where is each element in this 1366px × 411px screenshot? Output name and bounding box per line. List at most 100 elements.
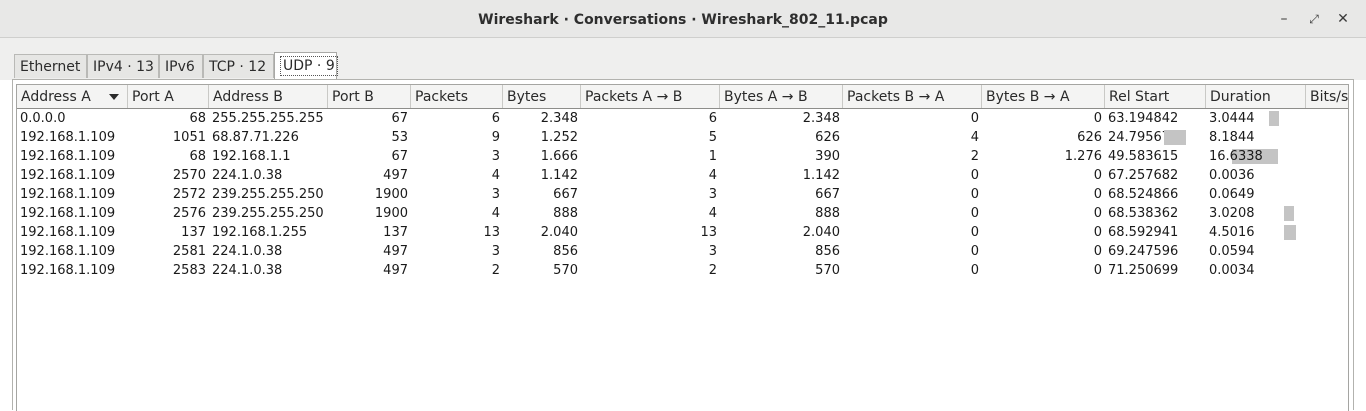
cell-bytes-a-b: 2.040 bbox=[720, 223, 843, 242]
cell-duration: 0.0649 bbox=[1206, 185, 1306, 204]
cell-packets: 4 bbox=[411, 204, 503, 223]
cell-bytes-b-a: 0 bbox=[982, 223, 1105, 242]
cell-bytes-a-b: 390 bbox=[720, 147, 843, 166]
cell-address-b-text: 239.255.255.250 bbox=[212, 187, 324, 202]
column-header-bytes-a-b[interactable]: Bytes A → B bbox=[720, 85, 843, 108]
cell-rel-start-text: 49.583615 bbox=[1108, 149, 1179, 164]
cell-bytes-b-a: 0 bbox=[982, 261, 1105, 280]
tab-udp[interactable]: UDP · 9 bbox=[274, 52, 338, 80]
cell-rel-start-text: 68.538362 bbox=[1108, 206, 1179, 221]
table-row[interactable]: 192.168.1.109 1051 68.87.71.226 53 9 1.252 5 62… bbox=[17, 128, 1348, 147]
cell-port-a: 2570 bbox=[128, 166, 209, 185]
cell-port-a: 68 bbox=[128, 147, 209, 166]
tab-tcp[interactable]: TCP · 12 bbox=[203, 54, 274, 78]
cell-bytes: 2.348 bbox=[503, 109, 581, 128]
cell-packets: 3 bbox=[411, 185, 503, 204]
cell-rel-start: 71.250699 bbox=[1105, 261, 1206, 280]
table-row[interactable]: 192.168.1.109 137 192.168.1.255 137 13 2.040 1… bbox=[17, 223, 1348, 242]
cell-packets-a-b: 3 bbox=[581, 185, 720, 204]
cell-address-b-text: 192.168.1.255 bbox=[212, 225, 308, 240]
table-row[interactable]: 0.0.0.0 68 255.255.255.255 67 6 2.348 6 2.348 0 0… bbox=[17, 109, 1348, 128]
column-header-port-b[interactable]: Port B bbox=[328, 85, 411, 108]
cell-packets: 9 bbox=[411, 128, 503, 147]
cell-port-a: 2581 bbox=[128, 242, 209, 261]
table-row[interactable]: 192.168.1.109 2570 224.1.0.38 497 4 1.142 4 1.1… bbox=[17, 166, 1348, 185]
column-header-duration[interactable]: Duration bbox=[1206, 85, 1306, 108]
conversation-panel: Address A Port A Address B Port B Packet… bbox=[12, 79, 1354, 411]
cell-address-a: 192.168.1.109 bbox=[17, 166, 128, 185]
cell-address-a-text: 192.168.1.109 bbox=[20, 187, 116, 202]
tab-ipv4[interactable]: IPv4 · 13 bbox=[87, 54, 159, 78]
cell-port-b-text: 137 bbox=[383, 225, 408, 240]
cell-port-b: 497 bbox=[328, 166, 411, 185]
cell-packets-a-b-text: 4 bbox=[708, 206, 717, 221]
table-row[interactable]: 192.168.1.109 2576 239.255.255.250 1900 4 888… bbox=[17, 204, 1348, 223]
column-header-packets[interactable]: Packets bbox=[411, 85, 503, 108]
cell-address-b-text: 192.168.1.1 bbox=[212, 149, 291, 164]
cell-address-b-text: 224.1.0.38 bbox=[212, 168, 283, 183]
table-row[interactable]: 192.168.1.109 2572 239.255.255.250 1900 3 667… bbox=[17, 185, 1348, 204]
cell-rel-start: 63.194842 bbox=[1105, 109, 1206, 128]
cell-address-b: 224.1.0.38 bbox=[209, 242, 328, 261]
table-row[interactable]: 192.168.1.109 68 192.168.1.1 67 3 1.666 1 390 2 1… bbox=[17, 147, 1348, 166]
sort-descending-icon bbox=[109, 94, 119, 100]
cell-address-b: 192.168.1.1 bbox=[209, 147, 328, 166]
column-header-port-a[interactable]: Port A bbox=[128, 85, 209, 108]
cell-port-b-text: 497 bbox=[383, 263, 408, 278]
table-row[interactable]: 192.168.1.109 2581 224.1.0.38 497 3 856 3 856 0 0… bbox=[17, 242, 1348, 261]
cell-port-a-text: 2572 bbox=[172, 187, 206, 202]
cell-packets-a-b: 4 bbox=[581, 166, 720, 185]
tab-label: TCP · 12 bbox=[209, 59, 267, 75]
cell-address-a: 192.168.1.109 bbox=[17, 223, 128, 242]
cell-packets: 6 bbox=[411, 109, 503, 128]
cell-port-a-text: 68 bbox=[189, 149, 206, 164]
column-header-packets-a-b[interactable]: Packets A → B bbox=[581, 85, 720, 108]
cell-packets-a-b-text: 2 bbox=[708, 263, 717, 278]
cell-packets-a-b-text: 5 bbox=[708, 130, 717, 145]
column-header-address-b[interactable]: Address B bbox=[209, 85, 328, 108]
minimize-icon[interactable]: – bbox=[1280, 11, 1288, 27]
column-header-bytes-b-a[interactable]: Bytes B → A bbox=[982, 85, 1105, 108]
cell-packets-a-b-text: 3 bbox=[708, 187, 717, 202]
cell-rel-start: 67.257682 bbox=[1105, 166, 1206, 185]
cell-packets-a-b: 4 bbox=[581, 204, 720, 223]
tab-ipv6[interactable]: IPv6 bbox=[159, 54, 203, 78]
cell-port-b: 67 bbox=[328, 109, 411, 128]
cell-rel-start: 68.538362 bbox=[1105, 204, 1206, 223]
window-titlebar: Wireshark · Conversations · Wireshark_80… bbox=[0, 0, 1366, 38]
cell-rel-start-text: 68.592941 bbox=[1108, 225, 1179, 240]
column-header-packets-b-a[interactable]: Packets B → A bbox=[843, 85, 982, 108]
cell-packets-text: 4 bbox=[491, 206, 500, 221]
tab-ethernet[interactable]: Ethernet bbox=[14, 54, 87, 78]
cell-address-a: 192.168.1.109 bbox=[17, 147, 128, 166]
conversation-table[interactable]: Address A Port A Address B Port B Packet… bbox=[16, 84, 1349, 411]
restore-icon[interactable]: ⤢ bbox=[1309, 12, 1319, 26]
cell-packets-b-a-text: 0 bbox=[970, 244, 979, 259]
cell-address-b: 192.168.1.255 bbox=[209, 223, 328, 242]
column-header-bytes[interactable]: Bytes bbox=[503, 85, 581, 108]
cell-bytes-b-a: 0 bbox=[982, 242, 1105, 261]
column-header-address-a[interactable]: Address A bbox=[17, 85, 128, 108]
cell-port-b: 1900 bbox=[328, 204, 411, 223]
close-icon[interactable]: ✕ bbox=[1337, 11, 1349, 27]
cell-port-b: 497 bbox=[328, 242, 411, 261]
cell-packets: 13 bbox=[411, 223, 503, 242]
cell-bytes: 2.040 bbox=[503, 223, 581, 242]
column-header-rel-start[interactable]: Rel Start bbox=[1105, 85, 1206, 108]
cell-packets-text: 3 bbox=[491, 244, 500, 259]
cell-duration-text: 8.1844 bbox=[1209, 130, 1255, 145]
cell-bytes-a-b-text: 1.142 bbox=[802, 168, 840, 183]
cell-packets-b-a-text: 2 bbox=[970, 149, 979, 164]
cell-bytes-a-b-text: 570 bbox=[815, 263, 840, 278]
cell-address-a: 192.168.1.109 bbox=[17, 242, 128, 261]
cell-bytes-a-b-text: 667 bbox=[815, 187, 840, 202]
cell-packets-a-b-text: 6 bbox=[708, 111, 717, 126]
cell-duration: 0.0594 bbox=[1206, 242, 1306, 261]
cell-port-a-text: 2581 bbox=[172, 244, 206, 259]
column-header-bits-per-sec[interactable]: Bits/s bbox=[1310, 89, 1348, 105]
cell-packets-b-a-text: 4 bbox=[970, 130, 979, 145]
cell-packets-b-a: 0 bbox=[843, 223, 982, 242]
table-row[interactable]: 192.168.1.109 2583 224.1.0.38 497 2 570 2 570 0 0… bbox=[17, 261, 1348, 280]
cell-bytes-text: 667 bbox=[553, 187, 578, 202]
cell-duration: 3.0208 bbox=[1206, 204, 1306, 223]
